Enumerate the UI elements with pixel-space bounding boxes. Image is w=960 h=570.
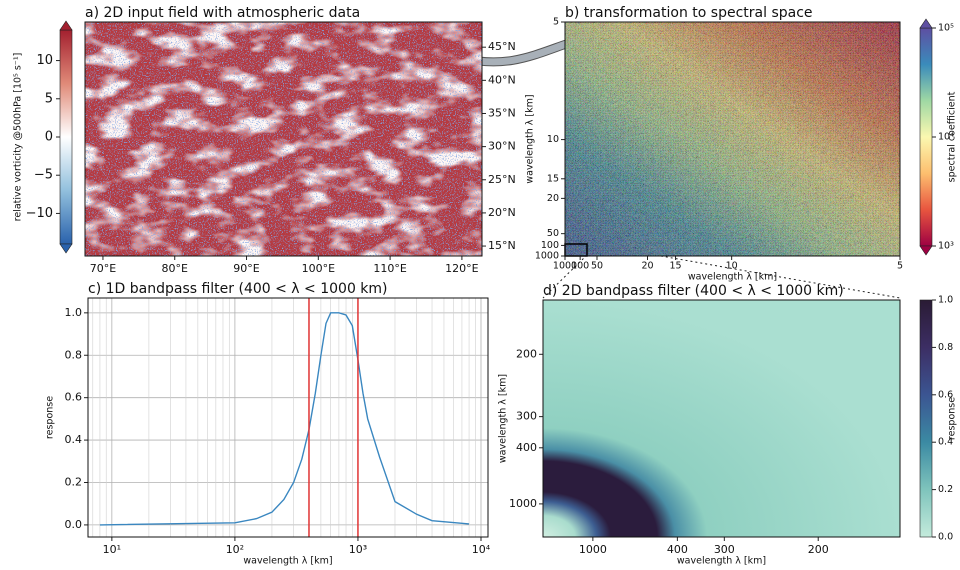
colorbar-extend bbox=[919, 245, 933, 256]
vorticity-specks bbox=[85, 22, 482, 256]
colorbar-tick-label: 10 bbox=[36, 53, 53, 68]
y-tick-label: 50 bbox=[547, 228, 559, 239]
y-tick-label: 1.0 bbox=[65, 306, 83, 319]
colorbar-tick-label: 1.0 bbox=[938, 295, 953, 306]
x-axis-label: wavelength λ [km] bbox=[688, 272, 777, 283]
y-axis-label: response bbox=[45, 396, 56, 439]
y-tick-label: 100 bbox=[541, 240, 559, 251]
colorbar-tick-label: 10⁵ bbox=[938, 23, 954, 34]
x-tick-label: 110°E bbox=[373, 262, 406, 275]
colorbar-extend bbox=[59, 243, 73, 254]
y-axis-label: wavelength λ [km] bbox=[525, 94, 536, 183]
x-tick-label: 100°E bbox=[302, 262, 335, 275]
x-tick-label: 200 bbox=[808, 543, 829, 556]
colorbar-tick-label: 0.2 bbox=[938, 484, 953, 495]
colorbar-tick-label: 0.0 bbox=[938, 532, 953, 543]
panel-title: c) 1D bandpass filter (400 < λ < 1000 km… bbox=[88, 281, 388, 297]
colorbar-tick-label: 0.6 bbox=[938, 389, 953, 400]
panel-title: d) 2D bandpass filter (400 < λ < 1000 km… bbox=[543, 283, 844, 299]
colorbar-tick-label: −10 bbox=[26, 206, 53, 221]
x-tick-label: 10¹ bbox=[103, 543, 121, 556]
y-tick-label: 300 bbox=[516, 410, 537, 423]
colorbar-tick-label: 10³ bbox=[938, 241, 954, 252]
x-tick-label: 90°E bbox=[233, 262, 259, 275]
colorbar-tick-label: 0.4 bbox=[938, 437, 953, 448]
y-tick-label: 20 bbox=[547, 193, 559, 204]
colorbar bbox=[59, 29, 73, 245]
x-tick-label: 50 bbox=[591, 261, 603, 272]
colorbar-tick-label: 0 bbox=[45, 130, 53, 145]
y-tick-label: 40°N bbox=[488, 73, 516, 86]
y-tick-label: 25°N bbox=[488, 173, 516, 186]
plot-frame bbox=[564, 21, 901, 257]
x-tick-label: 120°E bbox=[445, 262, 478, 275]
x-tick-label: 10³ bbox=[349, 543, 367, 556]
x-tick-label: 70°E bbox=[90, 262, 116, 275]
colorbar-tick-label: 10⁴ bbox=[938, 132, 954, 143]
y-tick-label: 0.0 bbox=[65, 518, 83, 531]
x-tick-label: 10² bbox=[226, 543, 244, 556]
plot-frame bbox=[84, 21, 483, 257]
y-tick-label: 30°N bbox=[488, 140, 516, 153]
y-tick-label: 15 bbox=[547, 173, 559, 184]
y-tick-label: 0.4 bbox=[65, 433, 83, 446]
x-tick-label: 5 bbox=[897, 261, 903, 272]
y-tick-label: 35°N bbox=[488, 106, 516, 119]
zoom-connector bbox=[542, 254, 588, 299]
y-tick-label: 10 bbox=[547, 134, 559, 145]
x-tick-label: 20 bbox=[641, 261, 653, 272]
spectral-noise bbox=[565, 22, 900, 256]
response-line bbox=[99, 312, 470, 526]
colorbar-tick-label: 5 bbox=[45, 91, 53, 106]
colorbar-extend bbox=[59, 20, 73, 31]
x-tick-label: 100 bbox=[571, 261, 589, 272]
y-tick-label: 0.2 bbox=[65, 475, 83, 488]
y-axis-label: wavelength λ [km] bbox=[498, 374, 509, 463]
colorbar-tick-label: −5 bbox=[34, 168, 53, 183]
x-axis-label: wavelength λ [km] bbox=[243, 556, 332, 567]
plot-frame bbox=[87, 297, 489, 538]
y-tick-label: 20°N bbox=[488, 206, 516, 219]
colorbar-label: spectral coefficient bbox=[947, 91, 958, 182]
colorbar-extend bbox=[919, 18, 933, 29]
x-tick-label: 10 bbox=[726, 261, 738, 272]
x-tick-label: 15 bbox=[669, 261, 681, 272]
y-tick-label: 5 bbox=[553, 17, 559, 28]
y-tick-label: 200 bbox=[516, 347, 537, 360]
x-tick-label: 400 bbox=[667, 543, 688, 556]
y-tick-label: 1000 bbox=[509, 497, 537, 510]
x-tick-label: 300 bbox=[714, 543, 735, 556]
panel-title: a) 2D input field with atmospheric data bbox=[85, 5, 360, 21]
x-tick-label: 1000 bbox=[553, 261, 577, 272]
panel-title: b) transformation to spectral space bbox=[565, 5, 813, 21]
filter-field bbox=[543, 300, 900, 537]
plot-frame bbox=[542, 299, 901, 538]
colorbar-tick-label: 0.8 bbox=[938, 342, 953, 353]
colorbar-label: response bbox=[947, 397, 958, 440]
y-tick-label: 400 bbox=[516, 441, 537, 454]
x-axis-label: wavelength λ [km] bbox=[677, 556, 766, 567]
y-tick-label: 0.8 bbox=[65, 348, 83, 361]
x-tick-label: 10⁴ bbox=[472, 543, 491, 556]
x-tick-label: 1000 bbox=[579, 543, 607, 556]
y-tick-label: 45°N bbox=[488, 40, 516, 53]
y-tick-label: 15°N bbox=[488, 239, 516, 252]
y-tick-label: 1000 bbox=[535, 251, 559, 262]
x-tick-label: 80°E bbox=[162, 262, 188, 275]
colorbar bbox=[919, 299, 933, 538]
y-tick-label: 0.6 bbox=[65, 391, 83, 404]
plot-area bbox=[99, 298, 470, 537]
colorbar-label: relative vorticity @500hPa [10⁵ s⁻¹] bbox=[13, 53, 24, 222]
colorbar bbox=[919, 27, 933, 247]
